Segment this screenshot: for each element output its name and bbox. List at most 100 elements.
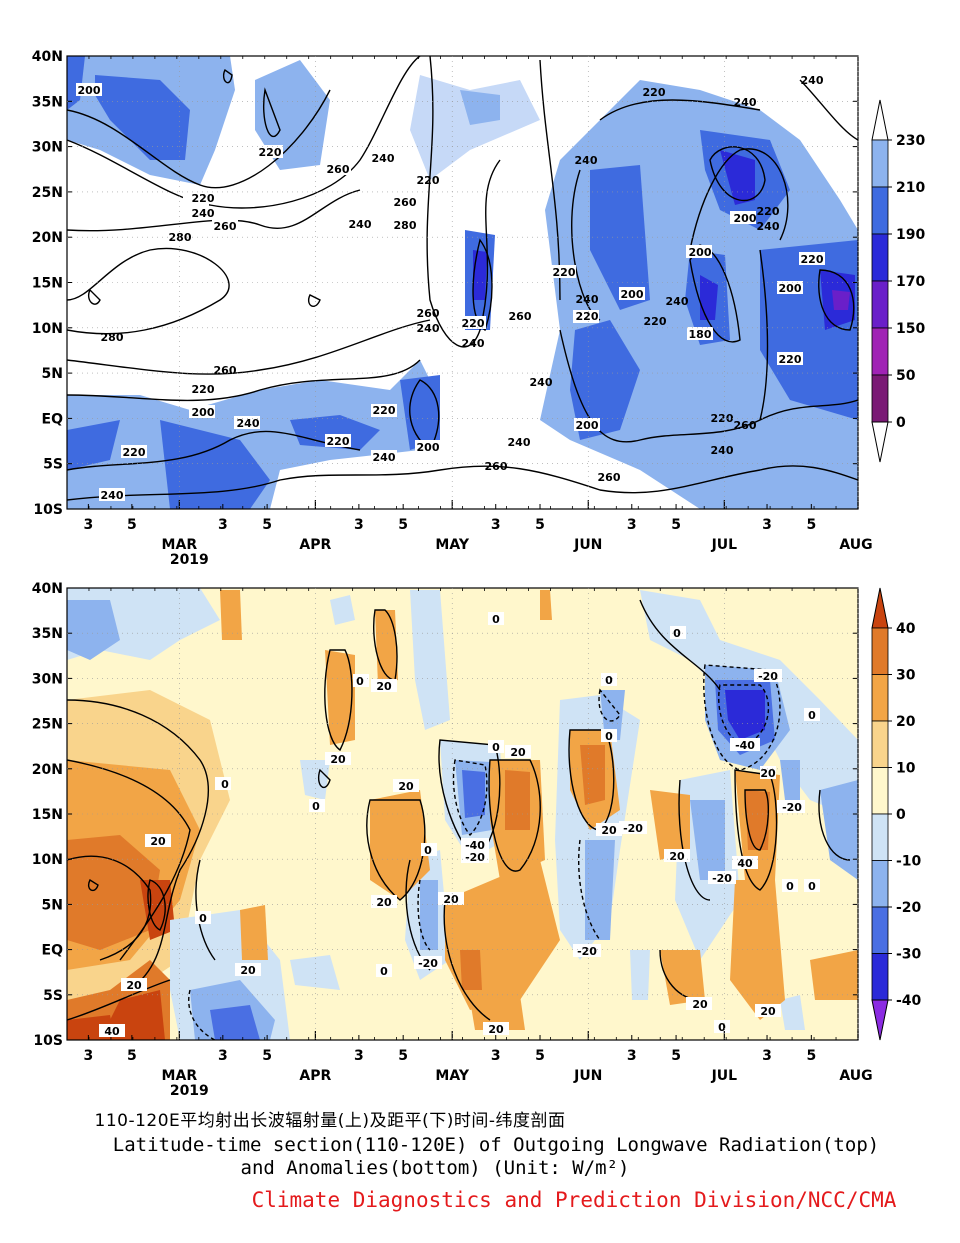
contour-label: 240 xyxy=(372,152,395,165)
svg-text:0: 0 xyxy=(492,741,500,754)
contour-label: 0 xyxy=(782,879,798,893)
svg-text:0: 0 xyxy=(199,912,207,925)
contour-label: 240 xyxy=(192,207,215,220)
x-month-tick-label: AUG xyxy=(839,537,872,553)
svg-text:240: 240 xyxy=(373,451,396,464)
svg-text:220: 220 xyxy=(259,146,282,159)
colorbar-label: 30 xyxy=(896,668,916,684)
svg-text:0: 0 xyxy=(808,709,816,722)
english-caption-line2: and Anomalies(bottom) (Unit: W/m²) xyxy=(240,1157,630,1179)
colorbar-swatch xyxy=(871,860,889,908)
contour-label: -20 xyxy=(414,956,442,970)
contour-label: 240 xyxy=(666,295,689,308)
svg-text:240: 240 xyxy=(575,154,598,167)
svg-text:40: 40 xyxy=(737,857,753,870)
x-day-tick-label: 5 xyxy=(127,517,137,533)
svg-text:240: 240 xyxy=(462,337,485,350)
y-tick-label: 30N xyxy=(32,671,63,687)
contour-label: -40 xyxy=(461,838,489,852)
contour-label: 0 xyxy=(195,911,211,925)
y-tick-label: 20N xyxy=(32,230,63,246)
svg-text:260: 260 xyxy=(509,310,532,323)
x-day-tick-label: 3 xyxy=(218,1048,228,1064)
contour-label: 260 xyxy=(509,310,532,323)
contour-label: 220 xyxy=(417,174,440,187)
contour-label: 20 xyxy=(483,1022,509,1036)
svg-text:-40: -40 xyxy=(735,739,755,752)
contour-label: 200 xyxy=(574,418,600,432)
y-tick-label: 30N xyxy=(32,140,63,156)
contour-label: 240 xyxy=(462,337,485,350)
svg-text:200: 200 xyxy=(689,246,712,259)
contour-label: 220 xyxy=(644,315,667,328)
contour-label: 240 xyxy=(349,218,372,231)
ols-figure: 200 240 220 260 220 240 260 280 280 240 … xyxy=(32,49,926,1099)
colorbar-label: 0 xyxy=(896,415,906,431)
y-tick-label: 5N xyxy=(42,897,63,913)
svg-text:240: 240 xyxy=(801,74,824,87)
contour-label: 200 xyxy=(777,281,803,295)
colorbar-swatch xyxy=(871,720,889,768)
contour-label: 20 xyxy=(505,745,531,759)
svg-text:200: 200 xyxy=(734,212,757,225)
contour-label: 0 xyxy=(804,708,820,722)
svg-text:180: 180 xyxy=(689,328,712,341)
contour-label: 40 xyxy=(732,856,758,870)
contour-label: 200 xyxy=(619,287,645,301)
svg-text:240: 240 xyxy=(192,207,215,220)
svg-text:-20: -20 xyxy=(577,945,597,958)
svg-text:240: 240 xyxy=(508,436,531,449)
colorbar-label: -30 xyxy=(896,947,922,963)
contour-label: -20 xyxy=(708,871,736,885)
contour-label: 0 xyxy=(309,799,325,813)
svg-text:240: 240 xyxy=(576,293,599,306)
y-tick-label: 5S xyxy=(43,457,63,473)
x-day-tick-label: 3 xyxy=(218,517,228,533)
svg-text:220: 220 xyxy=(757,205,780,218)
contour-label: 40 xyxy=(99,1024,125,1038)
y-tick-label: 5N xyxy=(42,366,63,382)
colorbar-swatch xyxy=(871,813,889,861)
contour-label: -20 xyxy=(619,821,647,835)
y-tick-label: 20N xyxy=(32,762,63,778)
svg-text:0: 0 xyxy=(380,965,388,978)
svg-text:240: 240 xyxy=(101,489,124,502)
svg-text:-20: -20 xyxy=(782,801,802,814)
x-day-tick-label: 5 xyxy=(262,517,272,533)
colorbar-swatch xyxy=(871,327,889,376)
anomaly-colorbar: 40 30 20 10 0 -10 -20 -30 -40 xyxy=(871,587,922,1041)
svg-text:260: 260 xyxy=(214,364,237,377)
colorbar-swatch xyxy=(871,186,889,235)
contour-label: 0 xyxy=(601,673,617,687)
y-tick-label: 40N xyxy=(32,581,63,597)
contour-label: 260 xyxy=(325,162,351,176)
y-tick-label: 10N xyxy=(32,852,63,868)
colorbar-bottom-arrow xyxy=(871,421,889,463)
contour-label: 260 xyxy=(598,471,621,484)
x-month-tick-label: MAR xyxy=(162,1068,198,1084)
x-day-tick-label: 3 xyxy=(627,1048,637,1064)
svg-text:280: 280 xyxy=(101,331,124,344)
svg-text:240: 240 xyxy=(237,417,260,430)
svg-text:0: 0 xyxy=(312,800,320,813)
colorbar-swatch xyxy=(871,627,889,675)
x-day-tick-label: 5 xyxy=(398,1048,408,1064)
colorbar-top-arrow xyxy=(871,99,889,141)
chinese-caption: 110-120E平均射出长波辐射量(上)及距平(下)时间-纬度剖面 xyxy=(94,1111,566,1131)
svg-text:20: 20 xyxy=(510,746,526,759)
svg-text:220: 220 xyxy=(373,404,396,417)
x-month-tick-label: MAY xyxy=(435,1068,469,1084)
contour-label: 240 xyxy=(234,416,260,430)
x-day-tick-label: 5 xyxy=(127,1048,137,1064)
contour-label: 280 xyxy=(101,331,124,344)
contour-label: 260 xyxy=(734,419,757,432)
contour-label: 220 xyxy=(777,352,803,366)
y-tick-label: 25N xyxy=(32,717,63,733)
svg-text:220: 220 xyxy=(417,174,440,187)
y-tick-label: 10S xyxy=(33,1033,63,1049)
x-day-tick-label: 3 xyxy=(354,517,364,533)
svg-text:220: 220 xyxy=(779,353,802,366)
svg-text:240: 240 xyxy=(530,376,553,389)
contour-label: 20 xyxy=(755,1004,781,1018)
contour-label: 200 xyxy=(189,405,215,419)
